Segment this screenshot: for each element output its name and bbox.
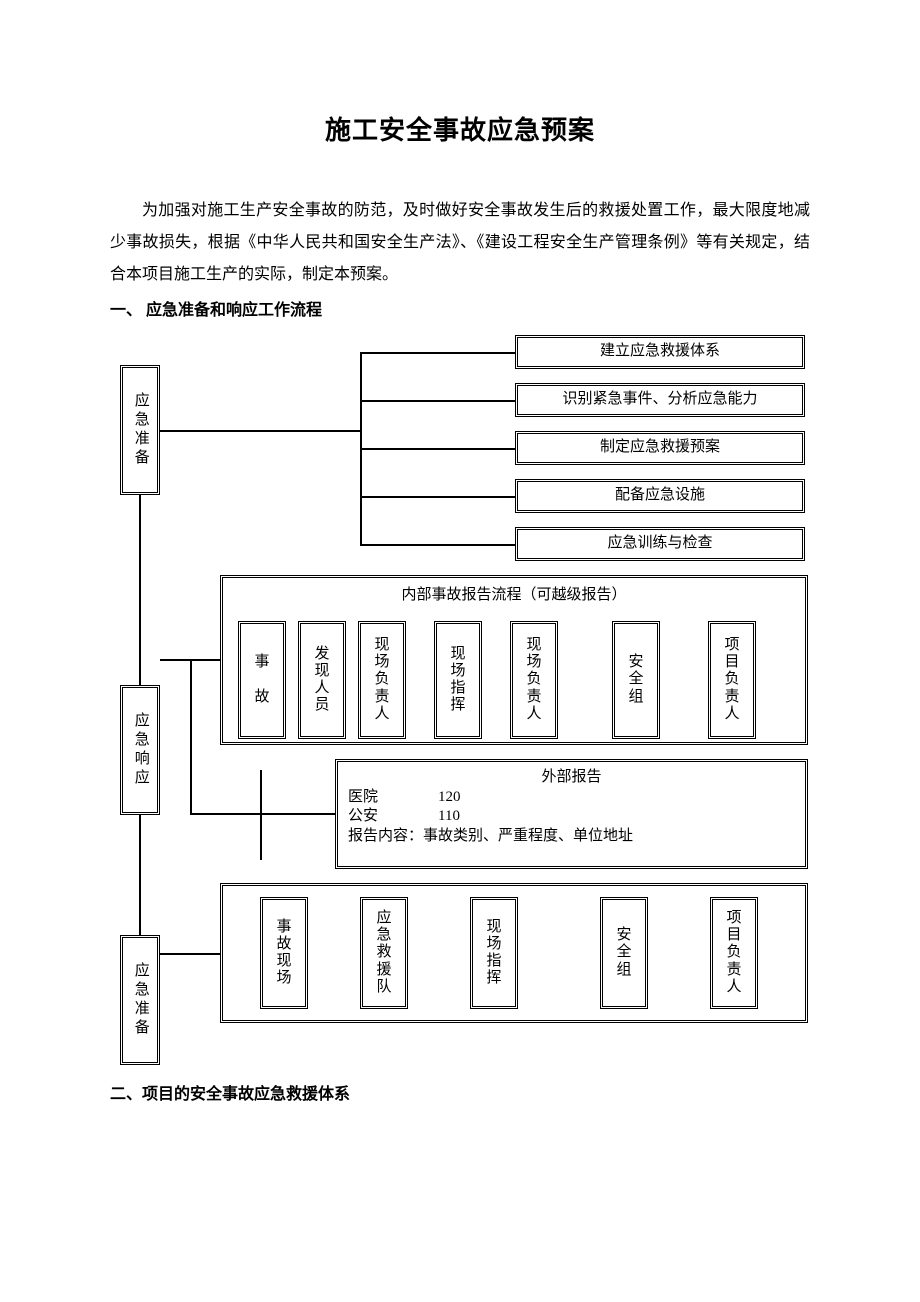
- report-box-pm: 项目负责人: [708, 621, 756, 739]
- connector-line: [360, 544, 515, 546]
- report-box-accident: 事故: [238, 621, 286, 739]
- scene-box-safety: 安全组: [600, 897, 648, 1009]
- page-title: 施工安全事故应急预案: [110, 110, 810, 147]
- scene-box-commander: 现场指挥: [470, 897, 518, 1009]
- report-box-discoverer: 发现人员: [298, 621, 346, 739]
- left-box-prep-label: 应急准备: [123, 368, 157, 492]
- report-box-safety: 安全组: [612, 621, 660, 739]
- prep-box-4: 配备应急设施: [515, 479, 805, 513]
- connector-line: [190, 659, 192, 814]
- connector-line: [360, 352, 515, 354]
- report-header: 内部事故报告流程（可越级报告）: [401, 586, 626, 606]
- left-box-prep: 应急准备: [120, 365, 160, 495]
- report-box-site-lead: 现场负责人: [358, 621, 406, 739]
- connector-line: [160, 430, 360, 432]
- section-2-heading: 二、项目的安全事故应急救援体系: [110, 1080, 810, 1104]
- section-1-heading: 一、 应急准备和响应工作流程: [110, 295, 810, 327]
- left-box-prep2-label: 应急准备: [123, 938, 157, 1062]
- left-box-response-label: 应急响应: [123, 688, 157, 812]
- report-box-site-lead2: 现场负责人: [510, 621, 558, 739]
- prep-box-3: 制定应急救援预案: [515, 431, 805, 465]
- scene-box-pm: 项目负责人: [710, 897, 758, 1009]
- prep-box-1: 建立应急救援体系: [515, 335, 805, 369]
- left-box-response: 应急响应: [120, 685, 160, 815]
- report-box-commander: 现场指挥: [434, 621, 482, 739]
- left-box-prep2: 应急准备: [120, 935, 160, 1065]
- connector-line: [360, 496, 515, 498]
- connector-line: [190, 813, 260, 815]
- prep-box-5: 应急训练与检查: [515, 527, 805, 561]
- connector-line: [360, 448, 515, 450]
- scene-box-site: 事故现场: [260, 897, 308, 1009]
- connector-line: [260, 770, 262, 860]
- scene-box-rescue: 应急救援队: [360, 897, 408, 1009]
- external-report-box: 外部报告 医院120 公安110 报告内容：事故类别、严重程度、单位地址: [335, 759, 808, 869]
- document-page: 施工安全事故应急预案 为加强对施工生产安全事故的防范，及时做好安全事故发生后的救…: [0, 0, 920, 1302]
- connector-line: [360, 400, 515, 402]
- connector-line: [160, 953, 220, 955]
- connector-line: [139, 815, 141, 935]
- ext-title: 外部报告: [348, 768, 795, 788]
- prep-box-2: 识别紧急事件、分析应急能力: [515, 383, 805, 417]
- connector-line: [139, 495, 141, 685]
- intro-paragraph: 为加强对施工生产安全事故的防范，及时做好安全事故发生后的救援处置工作，最大限度地…: [110, 195, 810, 291]
- flowchart-diagram: 应急准备 应急响应 应急准备 建立应急救援体系 识别紧急事件、分析应急能力 制定…: [110, 335, 810, 1070]
- connector-line: [260, 813, 335, 815]
